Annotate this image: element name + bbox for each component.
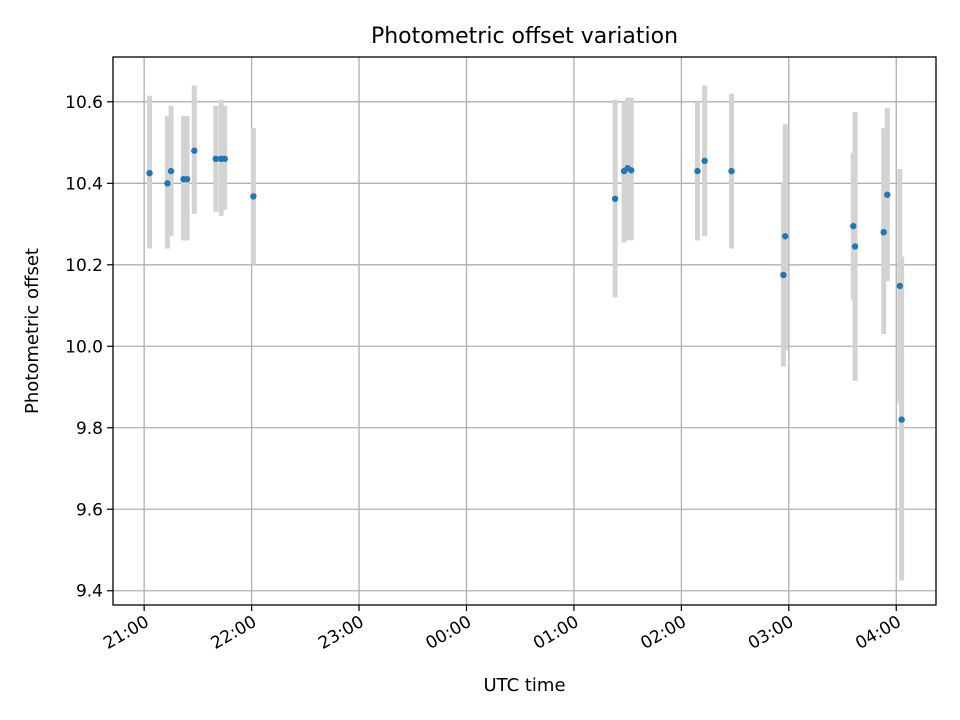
y-tick-label: 10.0 <box>65 337 103 357</box>
data-point <box>782 233 789 240</box>
x-tick-label: 23:00 <box>315 612 367 654</box>
data-point <box>183 176 191 183</box>
y-tick-label: 9.6 <box>76 500 103 520</box>
x-tick-label: 22:00 <box>208 612 260 654</box>
data-point <box>880 228 887 236</box>
x-tick-label: 21:00 <box>100 612 152 654</box>
x-tick-label: 03:00 <box>745 612 797 654</box>
data-point <box>694 167 701 175</box>
data-point <box>850 222 857 230</box>
data-point <box>146 169 153 177</box>
data-point <box>628 167 635 174</box>
chart-title: Photometric offset variation <box>371 24 678 49</box>
data-point <box>212 155 219 163</box>
data-point <box>851 243 859 250</box>
axis-ticks: 21:00 22:00 23:00 00:00 01:00 02:00 03:00 04:00… <box>65 93 905 654</box>
y-tick-label: 9.8 <box>76 419 103 439</box>
data-point <box>167 167 175 175</box>
data-point <box>221 155 228 163</box>
data-point <box>164 180 171 187</box>
x-tick-label: 01:00 <box>530 612 582 654</box>
data-point <box>780 271 787 279</box>
y-tick-label: 9.4 <box>76 582 103 602</box>
data-point <box>611 195 619 202</box>
data-points <box>146 147 905 423</box>
y-tick-label: 10.4 <box>65 174 103 194</box>
data-point <box>884 191 891 198</box>
y-tick-label: 10.6 <box>65 93 103 113</box>
x-tick-label: 04:00 <box>852 612 904 654</box>
data-point <box>898 416 905 423</box>
x-axis-label: UTC time <box>483 675 565 696</box>
data-point <box>250 193 257 200</box>
x-tick-label: 02:00 <box>637 612 689 654</box>
data-point <box>728 167 735 175</box>
data-point <box>896 282 904 290</box>
data-point <box>701 157 708 165</box>
x-tick-label: 00:00 <box>423 612 475 654</box>
y-tick-label: 10.2 <box>65 256 103 276</box>
grid <box>113 57 936 605</box>
data-point <box>191 147 198 154</box>
y-axis-label: Photometric offset <box>22 248 43 414</box>
plot-frame <box>112 56 937 606</box>
